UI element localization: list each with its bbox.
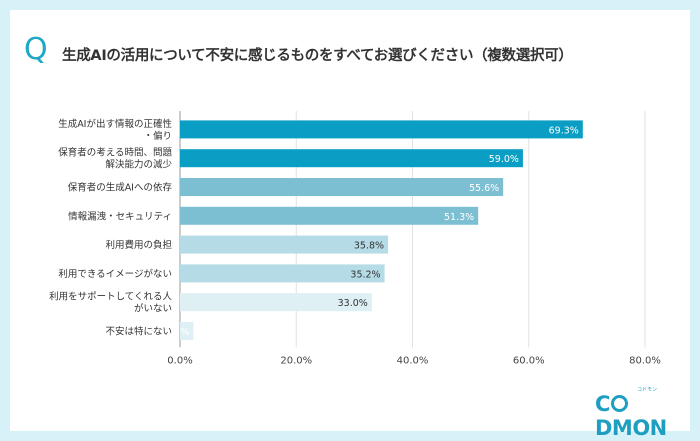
category-label-line: 利用費用の負担 [105, 239, 172, 251]
logo-small-text: コドモン [637, 387, 658, 393]
category-label: 保育者の生成AIへの依存 [68, 182, 173, 194]
x-tick-label: 0.0% [167, 355, 192, 366]
category-label-line: 利用をサポートしてくれる人 [49, 291, 172, 303]
data-label: 35.8% [354, 241, 384, 252]
bar [180, 264, 385, 283]
data-label: 2.3% [165, 327, 189, 338]
category-label: 保育者の考える時間、問題解決能力の減少 [58, 147, 172, 171]
category-label: 利用費用の負担 [105, 239, 172, 251]
data-label: 35.2% [350, 269, 380, 280]
category-label: 利用できるイメージがない [58, 268, 172, 280]
bar [180, 206, 479, 225]
data-label: 59.0% [489, 154, 519, 165]
bar [180, 149, 523, 168]
bar [180, 235, 389, 254]
logo-text-suffix: DMON [595, 416, 667, 440]
question-mark-icon: Q [24, 32, 48, 67]
logo-text-prefix: C [595, 392, 610, 416]
category-label-line: 保育者の生成AIへの依存 [68, 182, 173, 194]
x-tick-label: 20.0% [280, 355, 312, 366]
data-label: 51.3% [444, 212, 474, 223]
category-label-line: 不安は特にない [105, 326, 172, 338]
grid-layer [179, 111, 646, 348]
bar [180, 178, 504, 196]
category-label-line: 利用できるイメージがない [58, 268, 172, 280]
category-label-line: がいない [134, 303, 172, 315]
label-layer: 0.0% 20.0% 40.0% 60.0% 80.0% 69.3% 生成AIが出す情報の正… [49, 118, 661, 366]
data-label: 33.0% [338, 298, 368, 309]
x-tick-label: 80.0% [629, 355, 661, 366]
data-label: 69.3% [549, 125, 579, 136]
x-tick-label: 40.0% [397, 355, 429, 366]
bar [180, 293, 372, 312]
data-label: 55.6% [469, 183, 499, 194]
x-tick-label: 60.0% [513, 355, 545, 366]
bar [180, 322, 194, 340]
category-label-line: 保育者の考える時間、問題 [58, 147, 172, 159]
category-label: 情報漏洩・セキュリティ [68, 210, 172, 222]
codmon-logo: CDMON コドモン [595, 387, 700, 440]
category-label: 利用をサポートしてくれる人がいない [49, 291, 172, 315]
category-label: 生成AIが出す情報の正確性・偏り [58, 118, 172, 142]
logo-ring-icon [610, 395, 628, 412]
category-label: 不安は特にない [105, 326, 172, 338]
bar-layer [180, 120, 583, 340]
bar [180, 120, 583, 139]
category-label-line: 解決能力の減少 [105, 159, 172, 171]
category-label-line: 情報漏洩・セキュリティ [68, 210, 172, 222]
category-label-line: ・偏り [143, 130, 172, 142]
chart-title: 生成AIの活用について不安に感じるものをすべてお選びください（複数選択可） [62, 48, 573, 64]
category-label-line: 生成AIが出す情報の正確性 [58, 118, 172, 130]
